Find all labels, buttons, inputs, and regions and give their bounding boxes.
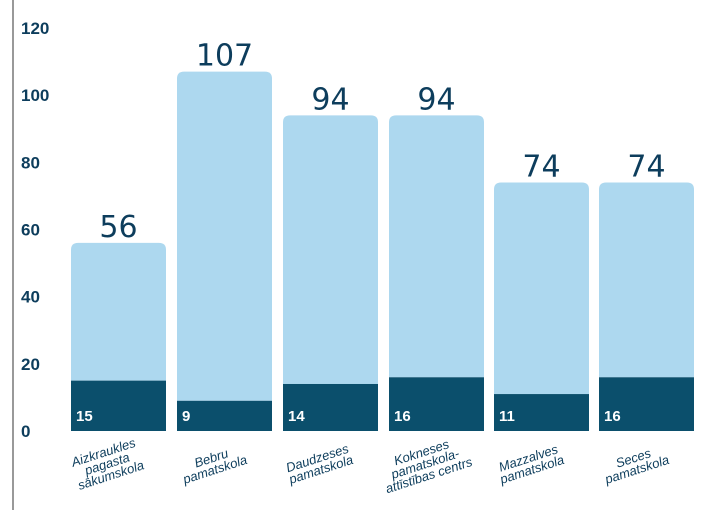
bar-total-label: 107 <box>196 39 253 74</box>
bar-total-label: 56 <box>99 210 137 245</box>
y-tick-label: 40 <box>21 288 40 307</box>
x-tick-label: Koknesespamatskola-attīstības centrs <box>376 431 474 496</box>
bar-segment-base <box>283 383 378 431</box>
bar-segment-base <box>389 377 484 431</box>
x-tick-label: Secespamatskola <box>598 441 671 488</box>
y-tick-label: 20 <box>21 355 40 374</box>
y-tick-label: 100 <box>21 86 49 105</box>
bar-segment-base <box>71 380 166 431</box>
y-tick-label: 60 <box>21 221 40 240</box>
bar-total-label: 74 <box>627 149 665 184</box>
bar-segment-upper <box>177 71 272 401</box>
x-axis: Aizkrauklespagastasākumskola Bebrupamatsk… <box>68 431 671 496</box>
bar-base-label: 14 <box>288 408 305 425</box>
bar-base-label: 11 <box>499 408 515 425</box>
y-axis: 0 20 40 60 80 100 120 <box>21 19 49 441</box>
bar-group: 107 9 <box>177 39 272 431</box>
bar-group: 94 14 <box>283 82 378 431</box>
y-tick-label: 0 <box>21 422 30 441</box>
bar-segment-base <box>177 400 272 431</box>
x-tick-label: Mazzalvespamatskola <box>493 441 566 488</box>
bar-segment-upper <box>599 182 694 378</box>
x-tick-label: Daudzesespamatskola <box>282 441 355 488</box>
bar-group: 74 11 <box>494 149 589 431</box>
bar-segment-upper <box>389 115 484 378</box>
bar-segment-upper <box>71 242 166 381</box>
bar-base-label: 16 <box>604 408 621 425</box>
bar-segment-upper <box>494 182 589 395</box>
bar-total-label: 74 <box>522 149 560 184</box>
bar-total-label: 94 <box>417 82 455 117</box>
bar-group: 74 16 <box>599 149 694 431</box>
bar-total-label: 94 <box>311 82 349 117</box>
bar-base-label: 9 <box>182 408 190 425</box>
bar-segment-base <box>599 377 694 431</box>
bar-base-label: 15 <box>76 408 93 425</box>
bar-base-label: 16 <box>394 408 411 425</box>
bar-segment-upper <box>283 115 378 384</box>
bar-group: 94 16 <box>389 82 484 431</box>
y-tick-label: 120 <box>21 19 49 38</box>
y-tick-label: 80 <box>21 153 40 172</box>
x-tick-label: Bebrupamatskola <box>176 441 249 488</box>
bars: 56 15 107 9 94 14 94 16 74 11 74 16 <box>71 39 694 431</box>
bar-group: 56 15 <box>71 210 166 431</box>
x-tick-label: Aizkrauklespagastasākumskola <box>68 435 145 493</box>
bar-segment-base <box>494 394 589 431</box>
